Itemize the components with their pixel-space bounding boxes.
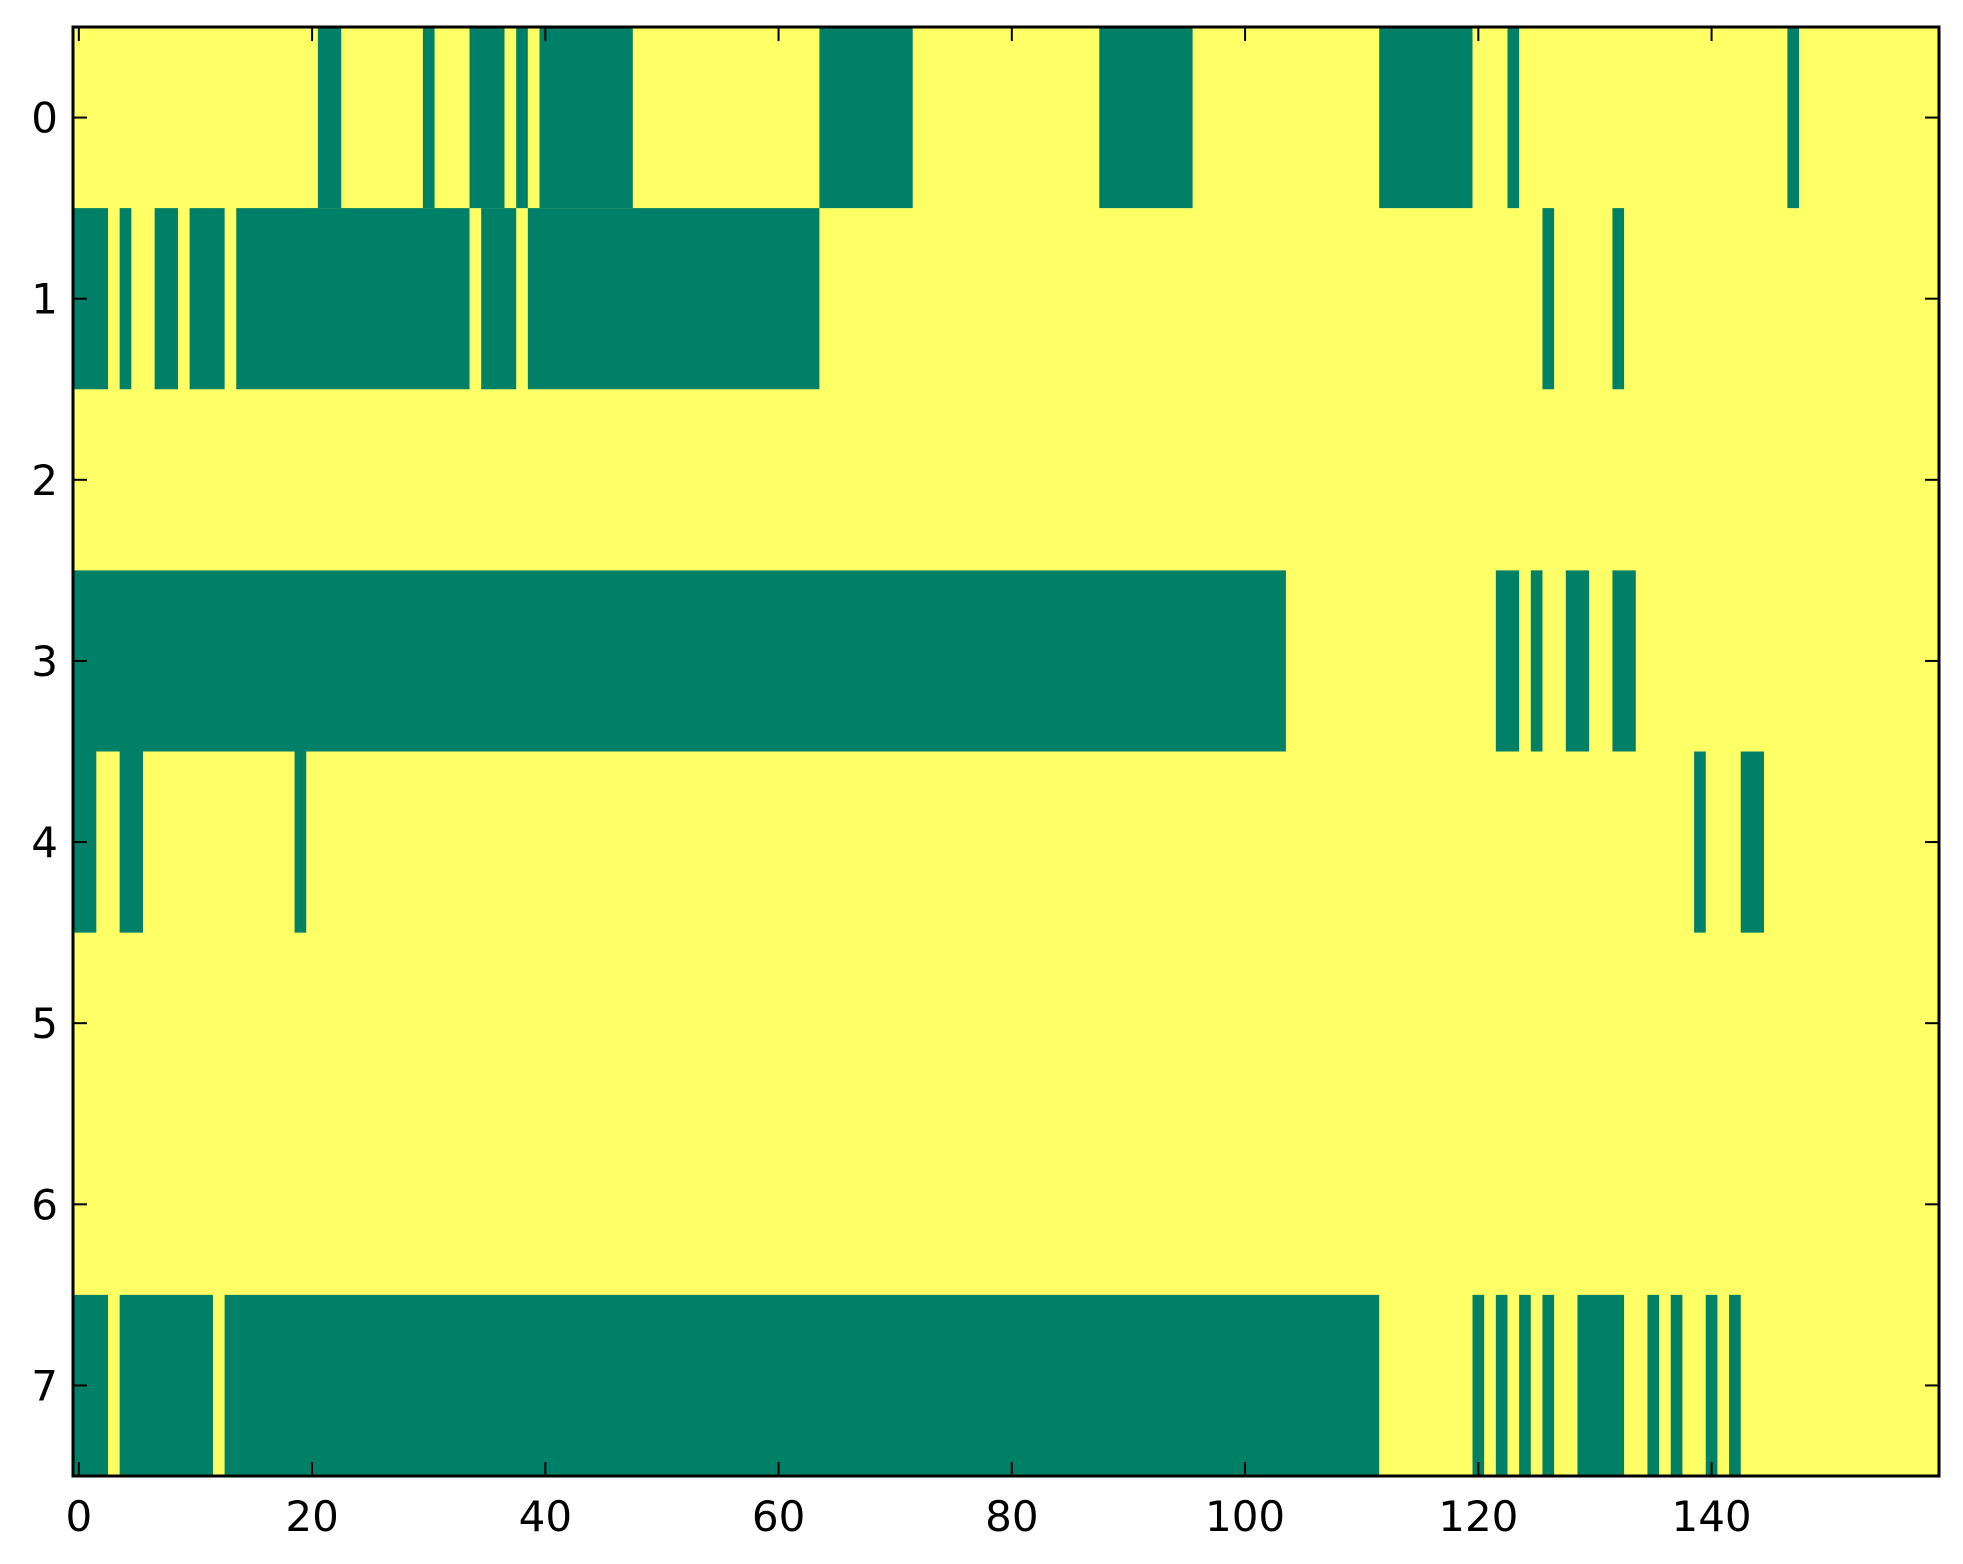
cell-run-row1-1 (119, 208, 132, 390)
y-tick-label-7: 7 (31, 1361, 58, 1410)
cell-run-row0-2 (469, 27, 505, 209)
x-tick-label-140: 140 (1671, 1492, 1751, 1541)
y-tick-label-2: 2 (31, 456, 58, 505)
cell-run-row0-4 (539, 27, 633, 209)
cell-run-row7-5 (1519, 1294, 1531, 1477)
cell-run-row1-8 (1612, 208, 1625, 390)
cell-run-row7-11 (1729, 1294, 1741, 1477)
cell-run-row7-6 (1542, 1294, 1555, 1477)
cell-run-row1-4 (236, 208, 470, 390)
cell-run-row4-2 (294, 751, 307, 933)
cell-run-row7-2 (224, 1294, 1380, 1477)
cell-run-row3-4 (1612, 570, 1636, 752)
x-tick-labels: 0 20 40 60 80 100 120 140 (65, 1492, 1751, 1541)
cell-run-row1-6 (527, 208, 820, 390)
cell-run-row4-1 (119, 751, 143, 933)
cell-run-row7-7 (1577, 1294, 1625, 1477)
cell-run-row1-5 (481, 208, 517, 390)
x-tick-label-40: 40 (519, 1492, 572, 1541)
cell-run-row7-10 (1705, 1294, 1718, 1477)
cell-run-row7-3 (1472, 1294, 1485, 1477)
y-tick-label-0: 0 (31, 94, 58, 143)
y-tick-label-5: 5 (31, 999, 58, 1048)
cell-run-row0-6 (1099, 27, 1193, 209)
x-tick-label-120: 120 (1438, 1492, 1518, 1541)
y-tick-label-1: 1 (31, 275, 58, 324)
x-tick-label-20: 20 (285, 1492, 338, 1541)
cell-run-row0-9 (1787, 27, 1800, 209)
y-tick-labels: 0 1 2 3 4 5 6 7 (31, 94, 58, 1411)
tick-marks (73, 27, 1939, 1476)
cell-run-row7-8 (1647, 1294, 1660, 1477)
x-tick-label-0: 0 (65, 1492, 92, 1541)
cell-run-row0-8 (1507, 27, 1520, 209)
x-tick-label-80: 80 (985, 1492, 1038, 1541)
cell-run-row0-3 (516, 27, 528, 209)
cell-run-row7-9 (1670, 1294, 1683, 1477)
cell-run-row0-5 (819, 27, 913, 209)
cell-run-row3-0 (73, 570, 1286, 752)
cell-run-row7-1 (119, 1294, 213, 1477)
cell-run-row1-2 (154, 208, 178, 390)
y-tick-label-6: 6 (31, 1180, 58, 1229)
heatmap-cells (73, 27, 1800, 1477)
cell-run-row4-4 (1740, 751, 1765, 933)
cell-run-row7-4 (1495, 1294, 1508, 1477)
cell-run-row1-7 (1542, 208, 1555, 390)
x-tick-label-100: 100 (1205, 1492, 1285, 1541)
cell-run-row3-1 (1495, 570, 1520, 752)
cell-run-row3-3 (1565, 570, 1590, 752)
y-tick-label-4: 4 (31, 818, 58, 867)
cell-run-row4-3 (1694, 751, 1706, 933)
cell-run-row1-3 (189, 208, 225, 390)
y-tick-label-3: 3 (31, 637, 58, 686)
cell-run-row0-7 (1379, 27, 1473, 209)
cell-run-row3-2 (1530, 570, 1543, 752)
cell-run-row0-0 (317, 27, 342, 209)
cell-run-row0-1 (422, 27, 435, 209)
plot-frame (71, 25, 1941, 1478)
x-tick-label-60: 60 (752, 1492, 805, 1541)
